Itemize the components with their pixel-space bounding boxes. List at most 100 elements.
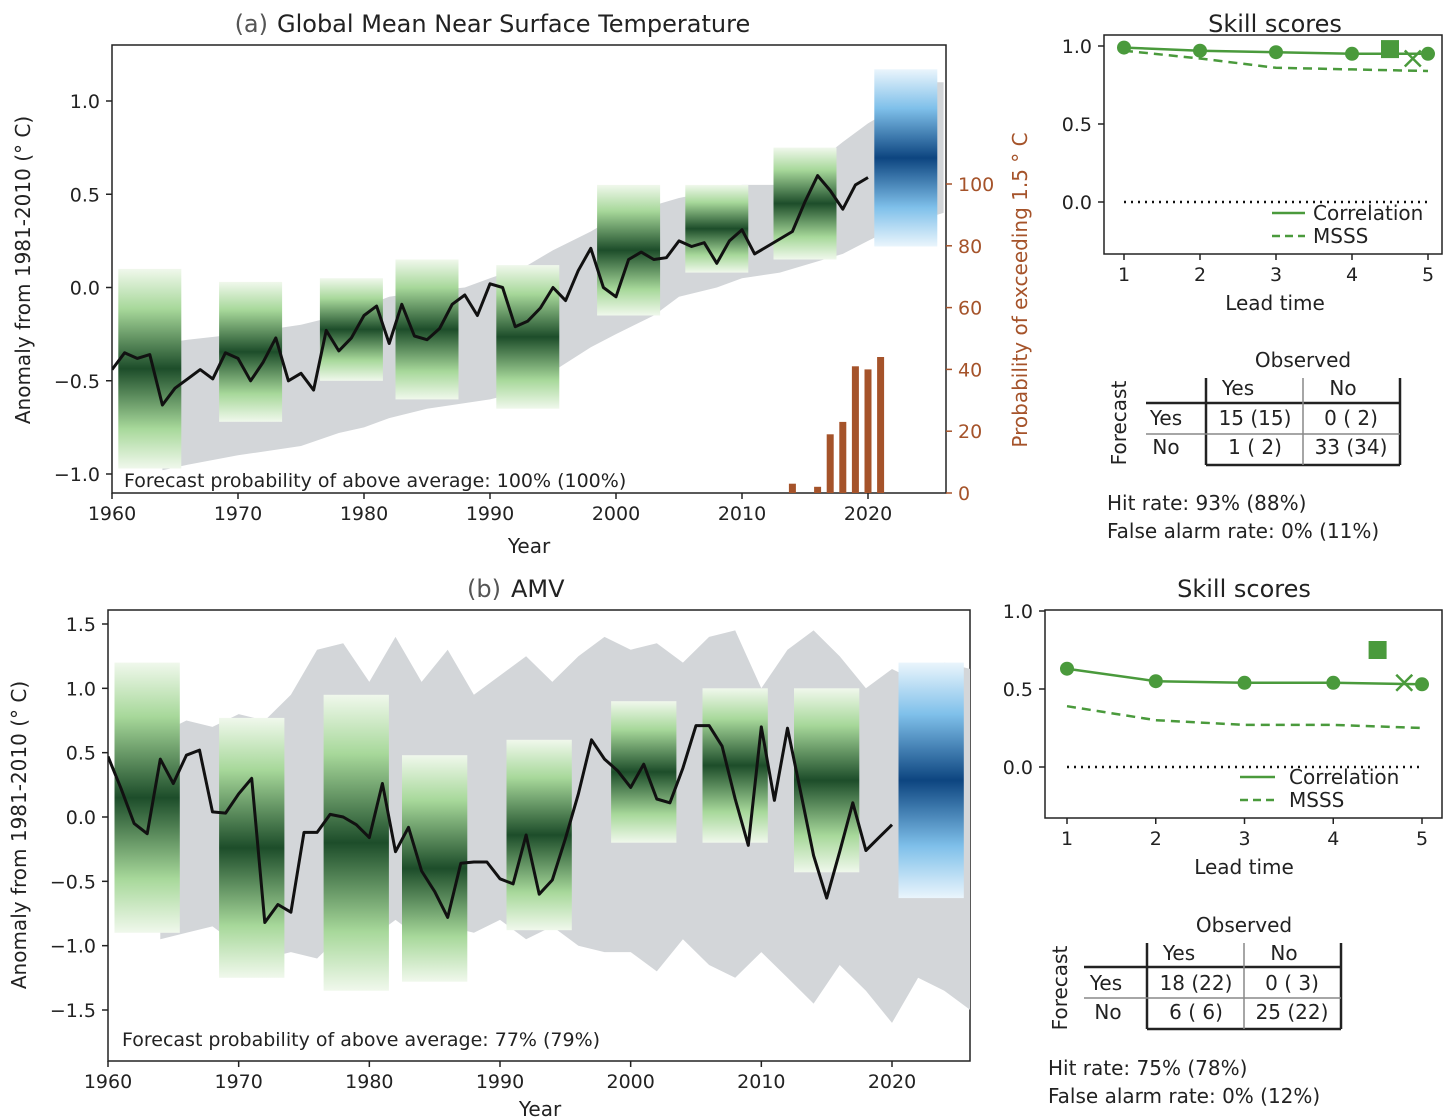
y-tick-label: −0.5: [54, 371, 100, 393]
probability-bar: [826, 434, 834, 493]
table-b-cell: 6 ( 6): [1169, 1000, 1223, 1024]
x-tick-label: 1960: [88, 503, 136, 525]
table-a-forecast-label: Forecast: [1107, 381, 1131, 466]
x-tick-label: 1990: [466, 503, 514, 525]
y-tick-label: 1.0: [66, 678, 96, 700]
probability-bar: [877, 357, 885, 493]
x-tick-label: 2020: [844, 503, 892, 525]
x-tick-label: 2000: [606, 1071, 654, 1093]
hindcast-block: [219, 281, 283, 422]
panel-a-x-label: Year: [507, 534, 551, 558]
correlation-point: [1421, 46, 1435, 61]
skill-a-title: Skill scores: [1208, 10, 1342, 38]
panel-a-y-ticks: −1.0 −0.5 0.0 0.5 1.0: [54, 91, 112, 486]
y2-tick-label: 20: [958, 421, 982, 443]
forecast-skill-square: [1381, 40, 1399, 59]
x-tick-label: 2010: [718, 503, 766, 525]
y-tick-label: 1.0: [1062, 36, 1092, 58]
table-a-cell: 15 (15): [1219, 406, 1292, 430]
y-tick-label: −1.0: [54, 464, 100, 486]
table-a-col-no: No: [1329, 376, 1356, 400]
x-tick-label: 4: [1327, 828, 1339, 850]
x-tick-label: 3: [1270, 264, 1282, 286]
x-tick-label: 1980: [345, 1071, 393, 1093]
y-tick-label: 1.0: [70, 91, 100, 113]
x-tick-label: 5: [1416, 828, 1428, 850]
panel-b-y-label: Anomaly from 1981-2010 (° C): [7, 681, 31, 989]
skill-b-legend: Correlation MSSS: [1240, 765, 1399, 812]
forecast-block: [874, 69, 938, 247]
y2-tick-label: 60: [958, 298, 982, 320]
table-b-forecast-label: Forecast: [1048, 946, 1072, 1031]
correlation-point: [1345, 46, 1359, 61]
table-a-cell: 1 ( 2): [1228, 435, 1282, 459]
y-tick-label: −1.0: [50, 936, 96, 958]
observed-line: [112, 174, 869, 407]
hindcast-block: [219, 717, 285, 978]
x-tick-label: 2010: [737, 1071, 785, 1093]
skill-b-legend-correlation: Correlation: [1289, 765, 1399, 789]
x-tick-label: 2: [1150, 828, 1162, 850]
y-tick-label: −0.5: [50, 871, 96, 893]
probability-bar: [788, 483, 796, 493]
hindcast-block: [611, 701, 677, 843]
table-a-hit-rate: Hit rate: 93% (88%): [1107, 491, 1306, 515]
y-tick-label: −1.5: [50, 1000, 96, 1022]
hindcast-block: [794, 688, 860, 873]
table-a: Observed Forecast Yes No Yes No 15 (15) …: [1107, 348, 1402, 543]
hindcast-block: [685, 184, 749, 273]
hindcast-block: [395, 259, 459, 400]
panel-b-plot-area: [108, 630, 970, 1023]
panel-b-series: [108, 630, 970, 1023]
x-tick-label: 4: [1346, 264, 1358, 286]
x-tick-label: 3: [1238, 828, 1250, 850]
skill-a-legend: Correlation MSSS: [1272, 201, 1423, 248]
observed-line: [108, 724, 894, 924]
forecast-skill-square: [1368, 641, 1387, 659]
hindcast-block: [118, 268, 182, 469]
correlation-point: [1193, 43, 1207, 58]
hindcast-block: [506, 739, 572, 931]
probability-bar: [839, 421, 847, 493]
x-tick-label: 1: [1118, 264, 1130, 286]
panel-a-plot-area: [112, 69, 944, 493]
table-b-col-yes: Yes: [1162, 941, 1195, 965]
skill-a-legend-correlation: Correlation: [1313, 201, 1423, 225]
panel-b-y-ticks: −1.5 −1.0 −0.5 0.0 0.5 1.0 1.5: [50, 614, 108, 1022]
skill-b-x-label: Lead time: [1194, 855, 1294, 879]
panel-a-y-label: Anomaly from 1981-2010 (° C): [11, 116, 35, 424]
forecast-skill-cross: [1403, 49, 1422, 68]
x-tick-label: 1990: [476, 1071, 524, 1093]
x-tick-label: 2020: [868, 1071, 916, 1093]
x-tick-label: 2000: [592, 503, 640, 525]
correlation-point: [1237, 675, 1252, 690]
probability-bar: [851, 366, 859, 493]
panel-a-frame: [111, 44, 947, 494]
skill-a-legend-msss: MSSS: [1313, 224, 1368, 248]
skill-b-ticks: 1 2 3 4 5 0.0 0.5 1.0: [1003, 601, 1428, 850]
x-tick-label: 1: [1061, 828, 1073, 850]
panel-a-annotation: Forecast probability of above average: 1…: [124, 470, 626, 492]
table-a-false-alarm-rate: False alarm rate: 0% (11%): [1107, 519, 1379, 543]
skill-b-frame: [1044, 609, 1443, 819]
x-tick-label: 1970: [214, 503, 262, 525]
skill-a-x-label: Lead time: [1225, 291, 1325, 315]
table-b-col-no: No: [1270, 941, 1297, 965]
x-tick-label: 1980: [340, 503, 388, 525]
panel-a-title: Global Mean Near Surface Temperature: [277, 10, 750, 38]
skill-b-legend-msss: MSSS: [1289, 788, 1344, 812]
panel-b-x-ticks: 1960 1970 1980 1990 2000 2010 2020: [84, 1061, 916, 1093]
skill-a-ticks: 1 2 3 4 5 0.0 0.5 1.0: [1062, 36, 1434, 286]
probability-bar: [814, 486, 822, 493]
skill-b-plot-area: [1060, 641, 1429, 769]
correlation-point: [1269, 45, 1283, 60]
forecast-skill-cross: [1395, 673, 1414, 692]
table-b-observed-label: Observed: [1196, 913, 1292, 937]
y-tick-label: 0.5: [1062, 114, 1092, 136]
table-a-row-yes: Yes: [1149, 406, 1182, 430]
hindcast-block: [402, 755, 468, 982]
table-b: Observed Forecast Yes No Yes No 18 (22) …: [1048, 913, 1343, 1108]
table-a-col-yes: Yes: [1221, 376, 1254, 400]
panel-b-x-label: Year: [518, 1097, 562, 1120]
